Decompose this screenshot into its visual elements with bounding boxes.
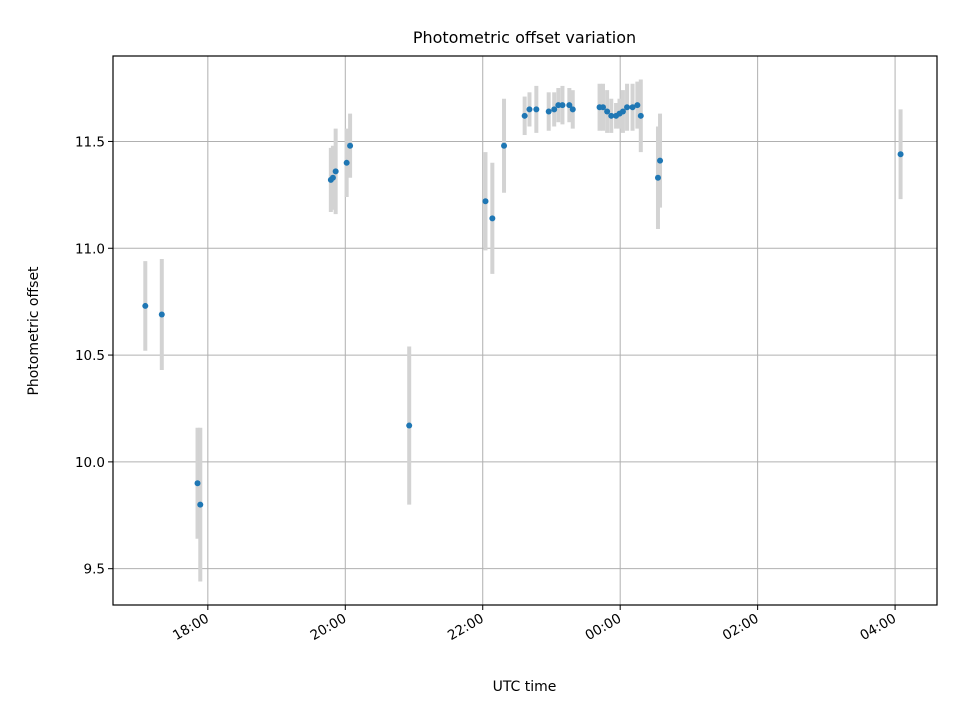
data-point <box>629 104 636 111</box>
data-point <box>521 112 528 119</box>
data-point <box>897 151 904 158</box>
data-points <box>142 102 904 508</box>
data-point <box>142 302 149 309</box>
data-point <box>347 142 354 149</box>
data-point <box>608 112 615 119</box>
data-point <box>634 102 641 109</box>
data-point <box>657 157 664 164</box>
data-point <box>329 174 336 181</box>
data-point <box>343 159 350 166</box>
data-point <box>555 102 562 109</box>
x-axis-label: UTC time <box>493 679 557 695</box>
data-point <box>604 108 611 115</box>
chart-title: Photometric offset variation <box>413 28 636 47</box>
data-point <box>551 106 558 113</box>
data-point <box>533 106 540 113</box>
data-point <box>624 104 631 111</box>
data-point <box>545 108 552 115</box>
data-point <box>194 480 201 487</box>
y-tick-label: 9.5 <box>84 562 105 578</box>
data-point <box>569 106 576 113</box>
data-point <box>332 168 339 175</box>
data-point <box>197 501 204 508</box>
data-point <box>619 108 626 115</box>
data-point <box>158 311 165 318</box>
data-point <box>482 198 489 205</box>
plot-area-frame <box>112 55 938 606</box>
data-point <box>526 106 533 113</box>
y-tick-label: 10.0 <box>75 455 105 471</box>
data-point <box>501 142 508 149</box>
y-axis-label: Photometric offset <box>26 266 42 396</box>
y-tick-label: 11.0 <box>75 241 105 257</box>
data-point <box>489 215 496 222</box>
data-point <box>559 102 566 109</box>
data-point <box>600 104 607 111</box>
y-tick-label: 10.5 <box>75 348 105 364</box>
data-point <box>566 102 573 109</box>
y-tick-label: 11.5 <box>75 134 105 150</box>
data-point <box>406 422 413 429</box>
data-point <box>654 174 661 181</box>
data-point <box>637 112 644 119</box>
